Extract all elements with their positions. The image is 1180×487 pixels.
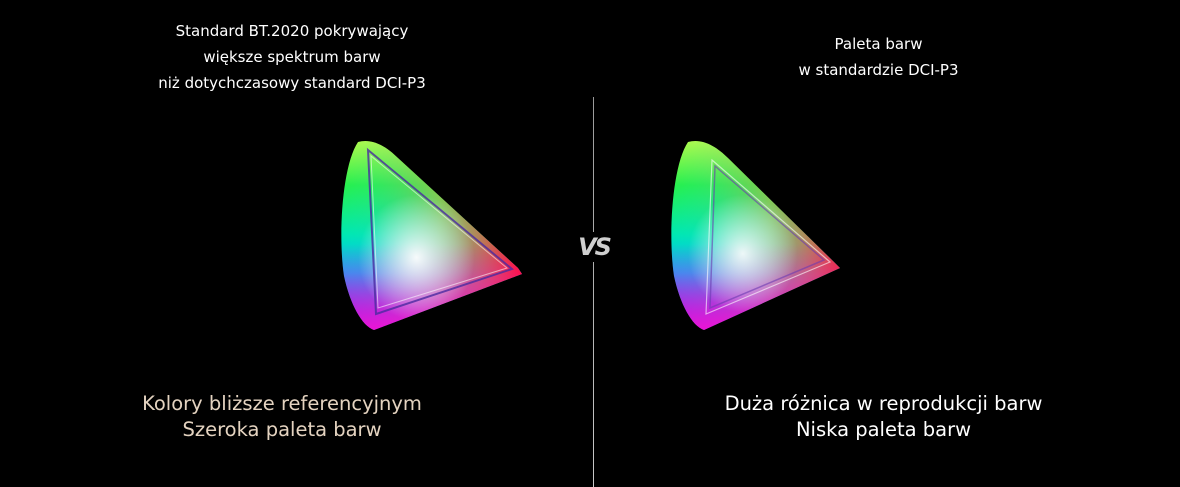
right-heading: Paleta barw w standardzie DCI-P3 bbox=[577, 31, 1180, 83]
right-caption: Duża różnica w reprodukcji barw Niska pa… bbox=[587, 391, 1180, 443]
left-heading-line-3: niż dotychczasowy standard DCI-P3 bbox=[158, 74, 426, 92]
left-heading-line-1: Standard BT.2020 pokrywający bbox=[175, 22, 409, 40]
left-caption: Kolory bliższe referencyjnym Szeroka pal… bbox=[0, 391, 590, 443]
right-heading-line-2: w standardzie DCI-P3 bbox=[798, 61, 959, 79]
right-caption-line-1: Duża różnica w reprodukcji barw bbox=[724, 392, 1043, 415]
dci-p3-gamut-diagram bbox=[671, 140, 841, 330]
center-divider bbox=[593, 97, 594, 487]
right-caption-line-2: Niska paleta barw bbox=[795, 418, 972, 441]
versus-label: VS bbox=[576, 232, 612, 262]
right-panel: Paleta barw w standardzie DCI-P3 bbox=[590, 0, 1180, 487]
left-panel: Standard BT.2020 pokrywający większe spe… bbox=[0, 18, 590, 443]
bt2020-gamut-diagram bbox=[341, 140, 522, 330]
left-heading-line-2: większe spektrum barw bbox=[203, 48, 381, 66]
right-heading-line-1: Paleta barw bbox=[834, 35, 923, 53]
left-caption-line-1: Kolory bliższe referencyjnym bbox=[142, 392, 422, 415]
left-heading: Standard BT.2020 pokrywający większe spe… bbox=[0, 18, 590, 96]
left-caption-line-2: Szeroka paleta barw bbox=[182, 418, 382, 441]
